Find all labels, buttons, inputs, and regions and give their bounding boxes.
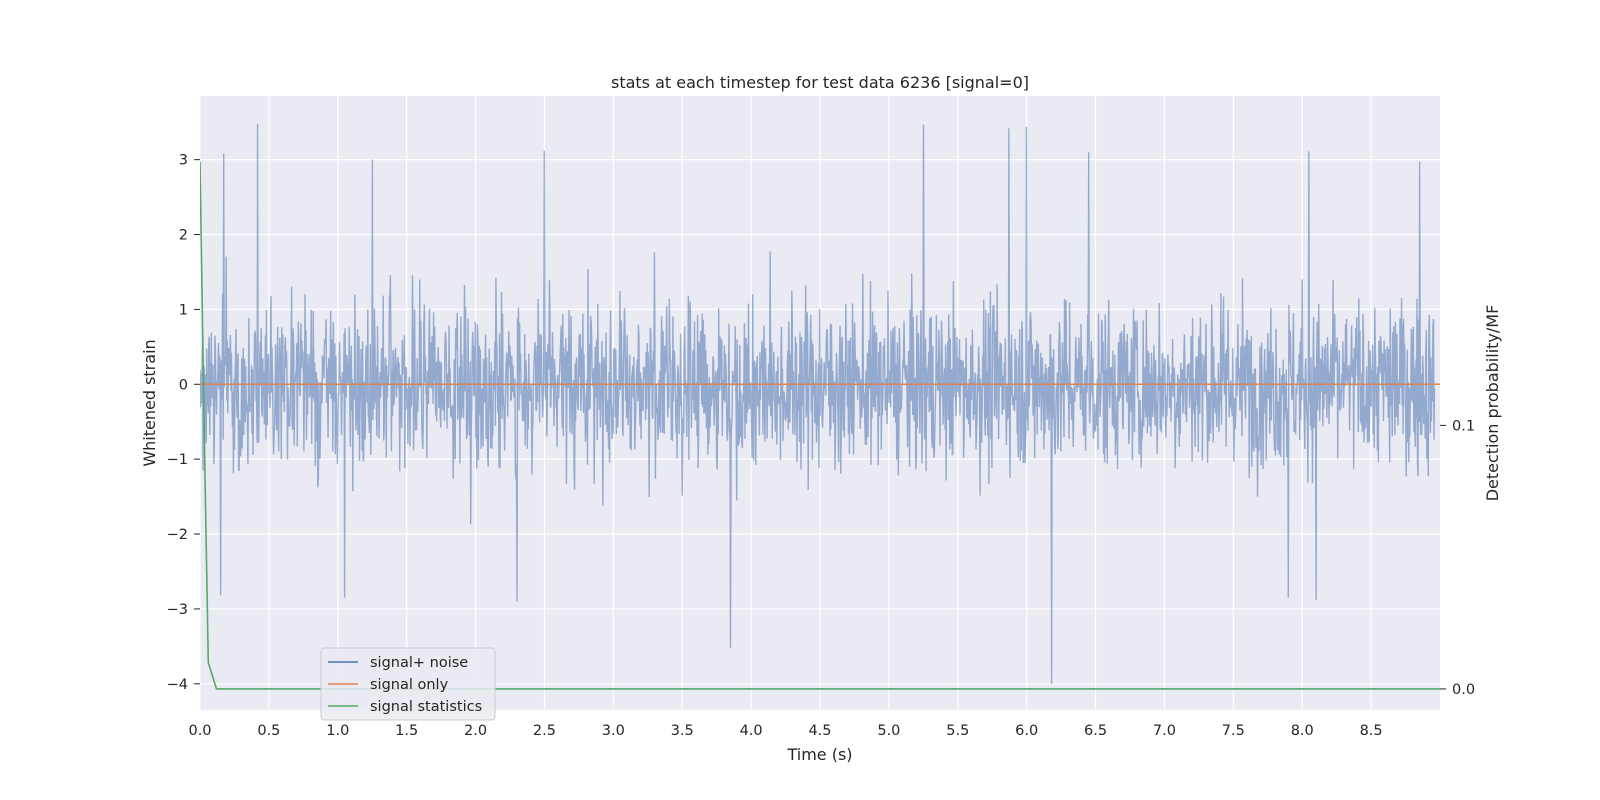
legend: signal+ noise signal only signal statist… <box>320 647 496 721</box>
x-tick-label: 8.5 <box>1360 723 1383 739</box>
x-tick-label: 2.0 <box>464 723 487 739</box>
x-tick-label: 0.0 <box>188 723 211 739</box>
series-signal-noise-line <box>200 123 1436 684</box>
y-axis-ticks: 3 2 1 0 −1 −2 −3 −4 <box>167 153 200 693</box>
x-axis-ticks: 0.0 0.5 1.0 1.5 2.0 2.5 3.0 3.5 4.0 4.5 5.0 5.5 6.0 6… <box>188 723 1382 739</box>
y-tick-label: 1 <box>179 302 188 318</box>
x-tick-label: 2.5 <box>533 723 556 739</box>
x-tick-label: 3.0 <box>602 723 625 739</box>
legend-box <box>320 647 496 721</box>
y-tick-label: 2 <box>179 228 188 244</box>
x-tick-label: 6.5 <box>1084 723 1107 739</box>
x-tick-label: 1.0 <box>326 723 349 739</box>
y-tick-label: −3 <box>167 602 188 618</box>
y-tick-label: 0 <box>179 377 188 393</box>
y2-axis-label: Detection probability/MF <box>1483 305 1502 502</box>
chart-title: stats at each timestep for test data 623… <box>611 73 1029 92</box>
y-tick-label: −1 <box>167 452 188 468</box>
x-tick-label: 5.0 <box>877 723 900 739</box>
x-tick-label: 4.5 <box>808 723 831 739</box>
x-tick-label: 0.5 <box>257 723 280 739</box>
x-tick-label: 4.0 <box>740 723 763 739</box>
x-axis-label: Time (s) <box>786 745 852 764</box>
x-tick-label: 1.5 <box>395 723 418 739</box>
legend-label-signal-only: signal only <box>370 677 449 693</box>
y-tick-label: −2 <box>167 527 188 543</box>
y2-tick-label: 0.1 <box>1452 418 1475 434</box>
x-tick-label: 6.0 <box>1015 723 1038 739</box>
y2-tick-label: 0.0 <box>1452 682 1475 698</box>
x-tick-label: 7.0 <box>1153 723 1176 739</box>
x-tick-label: 7.5 <box>1222 723 1245 739</box>
x-tick-label: 5.5 <box>946 723 969 739</box>
series-signal-statistics-line <box>200 161 1440 690</box>
x-tick-label: 8.0 <box>1291 723 1314 739</box>
x-tick-label: 3.5 <box>671 723 694 739</box>
y2-axis-ticks: 0.1 0.0 <box>1440 418 1475 698</box>
y-tick-label: −4 <box>167 677 188 693</box>
legend-label-signal-noise: signal+ noise <box>370 655 468 671</box>
y-tick-label: 3 <box>179 153 188 169</box>
legend-label-signal-statistics: signal statistics <box>370 699 482 715</box>
y-axis-label: Whitened strain <box>140 339 159 466</box>
series-layer <box>200 123 1440 690</box>
